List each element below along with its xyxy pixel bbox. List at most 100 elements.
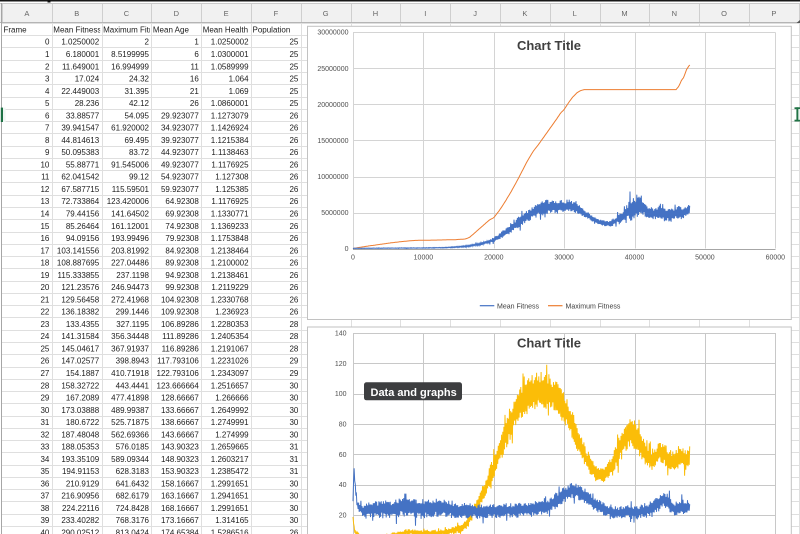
svg-text:Data and graphs: Data and graphs bbox=[371, 387, 457, 399]
svg-text:1.266666: 1.266666 bbox=[215, 394, 249, 403]
svg-text:20000000: 20000000 bbox=[317, 102, 348, 109]
svg-text:34: 34 bbox=[40, 455, 49, 464]
svg-text:25000000: 25000000 bbox=[317, 66, 348, 73]
svg-text:356.34448: 356.34448 bbox=[111, 332, 149, 341]
svg-text:1.2991651: 1.2991651 bbox=[211, 504, 249, 513]
svg-text:7: 7 bbox=[45, 124, 50, 133]
svg-text:2: 2 bbox=[45, 62, 50, 71]
svg-text:20: 20 bbox=[40, 283, 49, 292]
svg-text:40: 40 bbox=[339, 482, 347, 489]
svg-text:44.814613: 44.814613 bbox=[61, 136, 99, 145]
svg-text:1.2138464: 1.2138464 bbox=[211, 246, 249, 255]
svg-text:37: 37 bbox=[40, 492, 49, 501]
svg-text:69.495: 69.495 bbox=[125, 136, 150, 145]
svg-text:1.236923: 1.236923 bbox=[215, 308, 249, 317]
svg-text:1.2280353: 1.2280353 bbox=[211, 320, 249, 329]
svg-text:410.71918: 410.71918 bbox=[111, 369, 149, 378]
svg-text:1.2119229: 1.2119229 bbox=[211, 283, 249, 292]
svg-text:117.793106: 117.793106 bbox=[157, 357, 199, 366]
svg-text:1.2330768: 1.2330768 bbox=[211, 295, 249, 304]
svg-text:17.024: 17.024 bbox=[75, 75, 100, 84]
svg-text:26: 26 bbox=[289, 160, 298, 169]
svg-text:50.095383: 50.095383 bbox=[61, 148, 99, 157]
svg-text:193.35109: 193.35109 bbox=[61, 455, 99, 464]
svg-text:38: 38 bbox=[40, 504, 49, 513]
svg-text:272.41968: 272.41968 bbox=[111, 295, 149, 304]
svg-text:1.1215384: 1.1215384 bbox=[211, 136, 249, 145]
svg-text:29: 29 bbox=[289, 357, 298, 366]
svg-text:0: 0 bbox=[45, 38, 50, 47]
svg-text:203.81992: 203.81992 bbox=[111, 246, 149, 255]
svg-text:Maximum Fitness: Maximum Fitness bbox=[566, 304, 621, 311]
svg-text:99.92308: 99.92308 bbox=[165, 283, 199, 292]
svg-text:1.1176925: 1.1176925 bbox=[211, 197, 249, 206]
svg-text:34.923077: 34.923077 bbox=[161, 124, 199, 133]
svg-text:136.18382: 136.18382 bbox=[61, 308, 99, 317]
svg-text:1.2659665: 1.2659665 bbox=[211, 443, 249, 452]
svg-text:116.89286: 116.89286 bbox=[162, 345, 200, 354]
svg-text:11.649001: 11.649001 bbox=[62, 62, 100, 71]
svg-text:H: H bbox=[373, 9, 378, 18]
svg-text:B: B bbox=[74, 9, 79, 18]
svg-text:398.8943: 398.8943 bbox=[116, 357, 150, 366]
svg-text:562.69366: 562.69366 bbox=[111, 430, 149, 439]
svg-text:13: 13 bbox=[40, 197, 49, 206]
svg-text:Mean Health: Mean Health bbox=[203, 26, 248, 35]
svg-text:12: 12 bbox=[40, 185, 49, 194]
svg-text:Frame: Frame bbox=[4, 26, 28, 35]
svg-text:62.041542: 62.041542 bbox=[61, 173, 99, 182]
svg-text:6.180001: 6.180001 bbox=[66, 50, 100, 59]
svg-text:100: 100 bbox=[335, 391, 347, 398]
svg-text:5000000: 5000000 bbox=[321, 210, 348, 217]
svg-text:641.6432: 641.6432 bbox=[116, 479, 150, 488]
svg-text:39.941547: 39.941547 bbox=[61, 124, 99, 133]
svg-text:28: 28 bbox=[289, 332, 298, 341]
svg-text:1.0860001: 1.0860001 bbox=[211, 99, 249, 108]
svg-text:216.90956: 216.90956 bbox=[61, 492, 99, 501]
svg-text:104.92308: 104.92308 bbox=[161, 295, 199, 304]
svg-text:109.92308: 109.92308 bbox=[161, 308, 199, 317]
svg-text:84.92308: 84.92308 bbox=[165, 246, 199, 255]
svg-text:163.16667: 163.16667 bbox=[161, 492, 199, 501]
svg-text:1.2138461: 1.2138461 bbox=[211, 271, 249, 280]
svg-text:29.923077: 29.923077 bbox=[161, 111, 199, 120]
svg-text:1: 1 bbox=[194, 38, 199, 47]
svg-text:489.99387: 489.99387 bbox=[111, 406, 149, 415]
svg-text:1.125385: 1.125385 bbox=[215, 185, 249, 194]
svg-text:158.32722: 158.32722 bbox=[61, 381, 99, 390]
svg-text:25: 25 bbox=[40, 345, 49, 354]
svg-text:141.64502: 141.64502 bbox=[111, 210, 149, 219]
svg-text:35: 35 bbox=[40, 467, 49, 476]
svg-text:224.22116: 224.22116 bbox=[62, 504, 100, 513]
svg-text:145.04617: 145.04617 bbox=[61, 345, 99, 354]
svg-text:1.2385472: 1.2385472 bbox=[211, 467, 249, 476]
svg-text:23: 23 bbox=[40, 320, 49, 329]
svg-text:167.2089: 167.2089 bbox=[66, 394, 100, 403]
svg-text:1.2991651: 1.2991651 bbox=[211, 479, 249, 488]
svg-text:1.1330771: 1.1330771 bbox=[211, 210, 249, 219]
svg-text:31: 31 bbox=[40, 418, 49, 427]
svg-text:72.733864: 72.733864 bbox=[61, 197, 99, 206]
svg-text:1.1273079: 1.1273079 bbox=[211, 111, 249, 120]
svg-text:299.1446: 299.1446 bbox=[116, 308, 150, 317]
svg-text:26: 26 bbox=[289, 271, 298, 280]
svg-text:31: 31 bbox=[289, 443, 298, 452]
svg-text:19: 19 bbox=[40, 271, 49, 280]
svg-text:123.420006: 123.420006 bbox=[107, 197, 150, 206]
svg-text:20000: 20000 bbox=[484, 255, 504, 262]
svg-text:54.923077: 54.923077 bbox=[161, 173, 199, 182]
svg-text:49.923077: 49.923077 bbox=[161, 160, 199, 169]
svg-text:L: L bbox=[573, 9, 577, 18]
svg-text:G: G bbox=[323, 9, 329, 18]
svg-text:30: 30 bbox=[289, 418, 298, 427]
svg-text:129.56458: 129.56458 bbox=[61, 295, 99, 304]
svg-text:26: 26 bbox=[289, 173, 298, 182]
svg-text:40: 40 bbox=[40, 529, 49, 534]
svg-text:26: 26 bbox=[289, 283, 298, 292]
svg-text:1.069: 1.069 bbox=[229, 87, 250, 96]
svg-text:26: 26 bbox=[289, 111, 298, 120]
svg-text:193.99496: 193.99496 bbox=[111, 234, 149, 243]
svg-text:6: 6 bbox=[194, 50, 199, 59]
svg-text:26: 26 bbox=[289, 148, 298, 157]
svg-text:26: 26 bbox=[289, 529, 298, 534]
